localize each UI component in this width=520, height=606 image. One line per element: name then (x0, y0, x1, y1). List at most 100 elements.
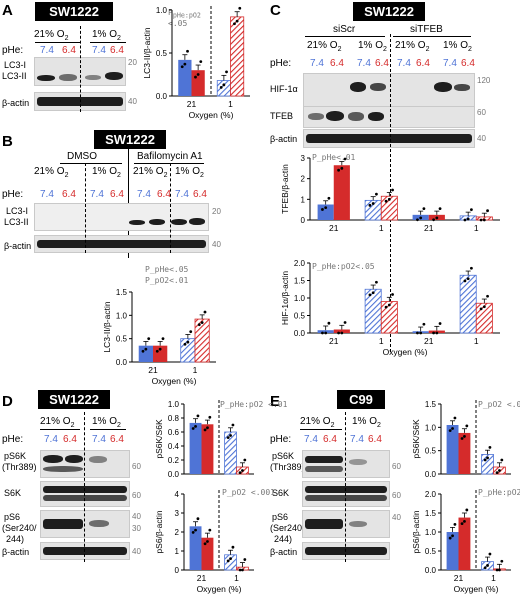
x-tick-label: 21 (197, 573, 207, 583)
ph-6-4: 6.4 (62, 45, 76, 56)
data-point (343, 321, 347, 324)
lc3-ii-label: LC3-II (4, 217, 29, 227)
y-tick-label: 1 (301, 195, 306, 204)
data-point (238, 6, 242, 10)
underline (305, 36, 385, 37)
beta-actin-label: β-actin (270, 547, 298, 557)
x-axis-label: Oxygen (%) (189, 110, 234, 120)
data-point (241, 469, 244, 472)
chart-d-s6k: 0.0 0.2 0.4 0.6 0.8 1.0 pS6K/S6K (154, 400, 254, 479)
bar (201, 424, 214, 474)
data-point (222, 83, 226, 87)
ph-6-4: 6.4 (157, 189, 171, 200)
panel-letter-c: C (270, 2, 281, 19)
y-tick-label: 3 (175, 509, 180, 518)
o2-21-label: 21% O2 (34, 166, 69, 179)
ph-6-4: 6.4 (330, 58, 344, 69)
o2-1-label: 1% O2 (92, 416, 121, 429)
underline (40, 429, 80, 430)
data-point (416, 218, 419, 222)
x-axis-label: Oxygen (%) (454, 584, 499, 594)
ps6-blot (302, 510, 390, 538)
ps6k-blot (302, 450, 390, 478)
y-tick-label: 1.5 (425, 509, 437, 518)
y-axis-label: pS6/β-actin (411, 510, 421, 553)
data-point (470, 266, 473, 270)
data-point (438, 322, 442, 325)
x-tick-label: 21 (454, 573, 464, 583)
mw-marker: 20 (128, 58, 137, 67)
ph-6-4: 6.4 (368, 434, 382, 445)
stat-text: P_pO2 <.001 (222, 488, 275, 497)
cell-line-title: SW1222 (38, 390, 110, 409)
data-point (500, 458, 504, 462)
bar (153, 345, 168, 362)
cell-line-title: C99 (337, 390, 385, 409)
ph-6-4: 6.4 (323, 434, 337, 445)
data-point (384, 305, 388, 309)
cell-line-title: SW1222 (353, 2, 425, 21)
data-point (231, 423, 235, 427)
data-point (208, 415, 212, 419)
data-point (448, 536, 452, 540)
y-tick-label: 0.8 (168, 414, 180, 423)
bar (189, 422, 202, 474)
underline (35, 42, 80, 43)
ph-7-4: 7.4 (310, 58, 324, 69)
o2-1-label: 1% O2 (358, 40, 387, 53)
data-point (486, 456, 489, 460)
panel-letter-e: E (270, 393, 281, 410)
ps6k-label: pS6K (272, 451, 295, 461)
data-point (479, 307, 483, 311)
data-point (186, 49, 189, 53)
bar (216, 80, 231, 97)
underline (300, 429, 342, 430)
data-point (387, 197, 391, 201)
mw-marker: 60 (132, 491, 141, 500)
underline (60, 163, 122, 164)
ps6-site-label: (Ser240/ (2, 523, 37, 533)
y-tick-label: 0.0 (156, 92, 168, 101)
mw-marker: 120 (477, 76, 491, 85)
data-point (340, 166, 344, 170)
data-point (186, 340, 190, 344)
phe-label: pHe: (2, 434, 24, 445)
data-point (451, 534, 454, 538)
data-point (235, 19, 239, 23)
tfeb-blot (303, 106, 475, 128)
x-axis-label: Oxygen (%) (197, 584, 242, 594)
ps6k-site-label: (Thr389) (270, 462, 305, 472)
data-point (375, 280, 378, 284)
ph-7-4: 7.4 (397, 58, 411, 69)
data-point (183, 342, 187, 346)
divider (85, 163, 86, 253)
stat-text: P_pHe:pO2 <.01 (220, 400, 288, 409)
data-point (482, 305, 486, 309)
tfeb-label: TFEB (270, 111, 294, 121)
ph-7-4: 7.4 (350, 434, 364, 445)
data-point (194, 425, 197, 428)
data-point (391, 188, 394, 192)
ph-6-4: 6.4 (63, 434, 77, 445)
data-point (488, 446, 492, 449)
dmso-label: DMSO (67, 151, 97, 162)
y-tick-label: 0 (301, 216, 306, 225)
data-point (387, 303, 391, 307)
y-tick-label: 0.2 (168, 456, 180, 465)
y-tick-label: 0 (175, 566, 180, 575)
data-point (482, 218, 486, 222)
ps6-site-label: (Ser240/ (270, 523, 305, 533)
panel-letter-b: B (2, 133, 13, 150)
underline (90, 429, 126, 430)
stat-text: <.05 (168, 19, 188, 28)
bar (138, 345, 153, 362)
data-point (203, 310, 207, 314)
data-point (324, 206, 328, 209)
mw-marker: 40 (128, 97, 137, 106)
data-point (435, 331, 439, 335)
bar (333, 329, 350, 333)
underline (90, 42, 126, 43)
cell-line-title: SW1222 (35, 2, 113, 21)
